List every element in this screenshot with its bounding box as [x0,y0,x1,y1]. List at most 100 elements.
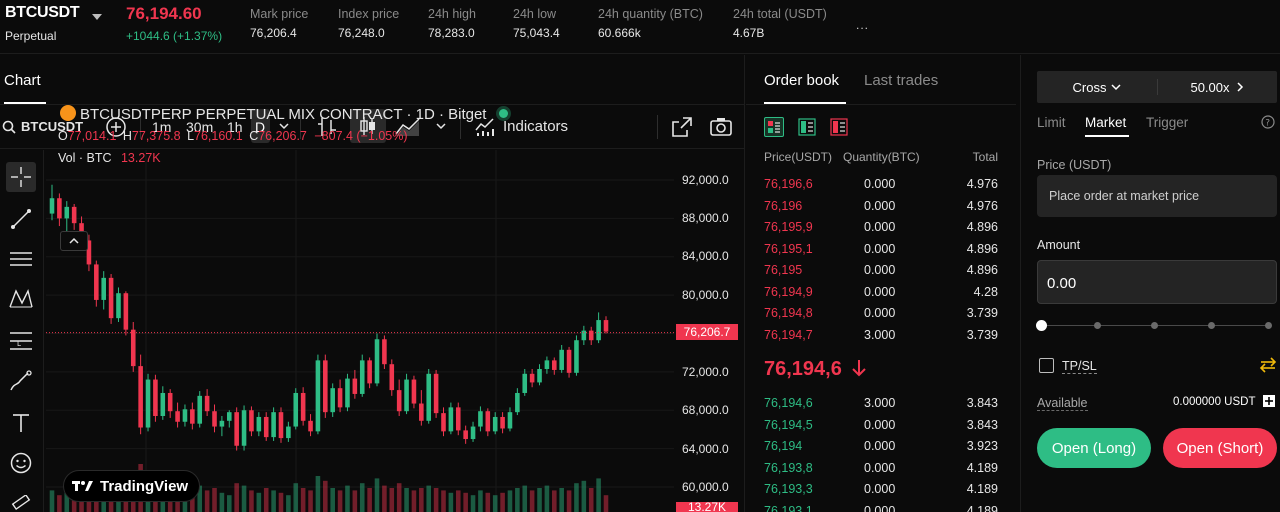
more-stats-icon[interactable]: ... [856,18,870,32]
ask-row[interactable]: 76,196 0.000 4.976 [746,196,1016,218]
candle [271,407,276,441]
emoji-tool[interactable] [6,448,36,478]
tab-order-book[interactable]: Order book [764,72,840,89]
price-input[interactable]: Place order at market price [1037,175,1277,217]
bars-style-icon[interactable] [317,116,337,138]
volume-bar [204,490,210,512]
y-tick-80000: 80,000.0 [682,288,729,302]
fullscreen-icon[interactable] [671,116,693,138]
volume-bar [389,488,395,512]
bid-row[interactable]: 76,193,1 0.000 4.189 [746,501,1016,512]
open-long-button[interactable]: Open (Long) [1037,428,1151,468]
ruler-tool[interactable] [6,492,36,512]
ask-row[interactable]: 76,194,8 0.000 3.739 [746,303,1016,325]
collapse-legend-button[interactable] [60,231,88,251]
symbol-search-input[interactable]: BTCUSDT [21,119,83,134]
ask-row[interactable]: 76,195,1 0.000 4.896 [746,239,1016,261]
pattern-tool[interactable] [6,284,36,314]
leverage-select[interactable]: 50.00x [1157,71,1277,103]
candle-body [522,373,528,393]
interval-1h[interactable]: 1h [227,119,243,135]
trendline-tool[interactable] [6,204,36,234]
horizontal-lines-tool[interactable] [6,244,36,274]
bid-row[interactable]: 76,194,6 3.000 3.843 [746,393,1016,415]
candles-style-icon[interactable] [357,115,379,137]
candle [116,287,121,322]
candle-body [470,426,476,440]
ask-row[interactable]: 76,195,9 0.000 4.896 [746,217,1016,239]
view-asks-button[interactable] [829,117,849,137]
view-both-button[interactable] [764,117,784,137]
view-bids-button[interactable] [797,117,817,137]
open-short-button[interactable]: Open (Short) [1163,428,1277,468]
amount-slider-handle[interactable] [1036,320,1047,331]
candle-body [234,412,239,446]
leverage-label: 50.00x [1190,79,1230,95]
chevron-down-icon[interactable] [436,122,446,130]
price-chart[interactable] [46,150,744,512]
margin-mode-label: Cross [1072,79,1107,95]
ask-row[interactable]: 76,195 0.000 4.896 [746,260,1016,282]
interval-1m[interactable]: 1m [152,119,172,135]
text-tool[interactable] [6,408,36,438]
candle-body [455,407,461,431]
amount-input[interactable]: 0.00 [1037,260,1277,304]
bid-row[interactable]: 76,193,8 0.000 4.189 [746,458,1016,480]
bid-row[interactable]: 76,193,3 0.000 4.189 [746,479,1016,501]
chevron-down-icon[interactable] [279,122,289,130]
fib-tool[interactable]: L [6,326,36,356]
area-chart-icon[interactable] [395,116,421,138]
candle-body [492,416,498,432]
interval-d[interactable]: D [255,119,266,135]
swap-icon[interactable] [1259,357,1277,373]
candle-body [123,293,129,330]
tab-last-trades[interactable]: Last trades [864,72,939,89]
tab-chart[interactable]: Chart [4,72,41,89]
camera-icon[interactable] [709,116,733,138]
bid-row[interactable]: 76,194,5 0.000 3.843 [746,415,1016,437]
candle [500,412,505,434]
slider-tick-100[interactable] [1265,322,1272,329]
arrow-down-icon [852,360,867,377]
margin-mode-select[interactable]: Cross [1037,71,1157,103]
help-icon[interactable]: ? [1261,115,1275,129]
divider [460,115,461,139]
bid-price: 76,194 [764,439,803,453]
bid-row[interactable]: 76,194 0.000 3.923 [746,436,1016,458]
text-icon [13,414,29,432]
ask-row[interactable]: 76,194,7 3.000 3.739 [746,325,1016,347]
slider-tick-25[interactable] [1094,322,1101,329]
tab-market[interactable]: Market [1085,115,1127,130]
candle [596,312,601,344]
brush-tool[interactable] [6,366,36,396]
chart-title: BTCUSDTPERP PERPETUAL MIX CONTRACT · 1D … [80,106,487,123]
ask-total: 4.896 [966,263,998,277]
interval-30m[interactable]: 30m [186,119,214,135]
slider-tick-75[interactable] [1208,322,1215,329]
candle-body [574,340,579,373]
slider-tick-50[interactable] [1151,322,1158,329]
tradingview-badge[interactable]: TradingView [63,470,200,502]
symbol-name[interactable]: BTCUSDT [5,4,80,21]
candle [345,373,350,412]
tab-limit[interactable]: Limit [1037,115,1066,130]
ask-row[interactable]: 76,196,6 0.000 4.976 [746,174,1016,196]
candle-body [426,373,432,421]
transfer-button[interactable] [1263,395,1275,407]
candle-body [359,360,365,394]
crosshair-tool[interactable] [6,162,36,192]
trendline-icon [11,209,31,229]
candle [433,369,439,418]
y-tick-64000: 64,000.0 [682,442,729,456]
ask-quantity: 3.000 [864,327,896,342]
symbol-dropdown-icon[interactable] [92,14,102,20]
tab-trigger[interactable]: Trigger [1146,115,1189,130]
indicators-button[interactable]: Indicators [503,118,569,135]
candle [286,421,291,442]
ask-row[interactable]: 76,194,9 0.000 4.28 [746,282,1016,304]
tpsl-checkbox[interactable] [1039,358,1054,373]
volume-bar [588,488,594,512]
volume-bar [345,485,350,512]
add-compare-icon[interactable] [105,116,127,138]
indicators-icon[interactable] [474,116,496,138]
